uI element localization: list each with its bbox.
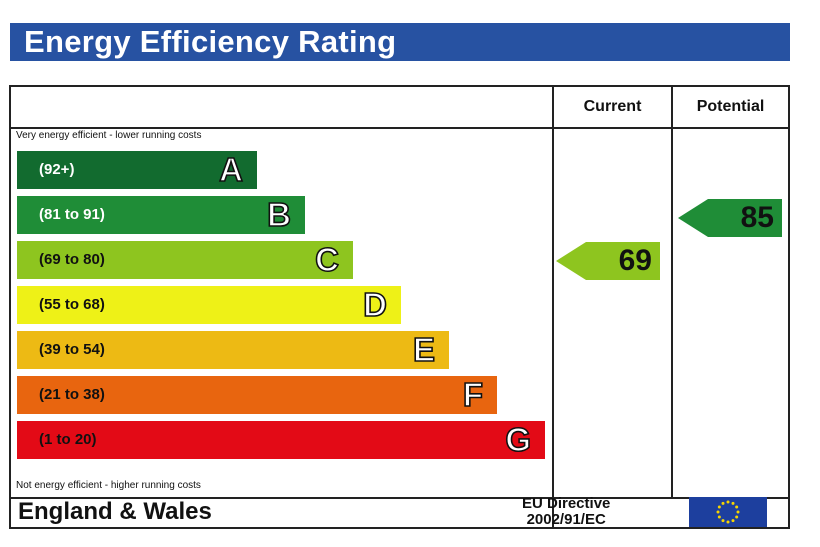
eu-star [717, 515, 721, 519]
band-g: (1 to 20) G [17, 420, 545, 459]
rating-value: 85 [740, 201, 774, 234]
band-letter: B [266, 195, 291, 234]
band-range-label: (1 to 20) [39, 431, 97, 448]
header-divider [11, 127, 788, 129]
band-letter: D [362, 285, 387, 324]
directive-line-1: EU Directive [522, 495, 611, 512]
rating-arrow-shape [678, 199, 782, 237]
band-a: (92+) A [17, 150, 257, 189]
eu-star [735, 505, 739, 509]
band-b: (81 to 91) B [17, 195, 305, 234]
current-column-header: Current [583, 98, 642, 115]
eu-star [726, 500, 730, 504]
rating-arrow-current: 69 [556, 242, 660, 280]
rating-arrow-potential: 85 [678, 199, 782, 237]
divider-current [552, 87, 554, 527]
eu-flag-icon [689, 497, 767, 527]
band-f: (21 to 38) F [17, 375, 497, 414]
directive-line-2: 2002/91/EC [526, 511, 606, 528]
band-c: (69 to 80) C [17, 240, 353, 279]
efficient-note: Very energy efficient - lower running co… [16, 130, 202, 141]
band-letter: E [412, 330, 436, 369]
rating-value: 69 [618, 244, 652, 277]
band-range-label: (21 to 38) [39, 386, 105, 403]
band-letter: C [314, 240, 339, 279]
band-letter: F [462, 375, 484, 414]
eu-star [735, 515, 739, 519]
footer-divider [11, 497, 788, 499]
band-range-label: (39 to 54) [39, 341, 105, 358]
potential-column-header: Potential [696, 98, 765, 115]
band-range-label: (81 to 91) [39, 206, 105, 223]
eu-star [736, 510, 740, 514]
title-bar: Energy Efficiency Rating [10, 23, 790, 61]
divider-potential [671, 87, 673, 497]
eu-star [716, 510, 720, 514]
eu-star [726, 520, 730, 524]
eu-star [731, 519, 735, 523]
band-range-label: (55 to 68) [39, 296, 105, 313]
band-range-label: (92+) [39, 161, 75, 178]
rating-arrow-shape [556, 242, 660, 280]
inefficient-note: Not energy efficient - higher running co… [16, 480, 201, 491]
eu-directive: EU Directive 2002/91/EC [522, 496, 610, 528]
band-range-label: (69 to 80) [39, 251, 105, 268]
eu-star [731, 501, 735, 505]
rating-frame: Current Potential Very energy efficient … [9, 85, 790, 529]
band-letter: G [505, 420, 532, 459]
region-label: England & Wales [18, 498, 212, 525]
chart-title: Energy Efficiency Rating [24, 24, 397, 59]
band-d: (55 to 68) D [17, 285, 401, 324]
eu-star [721, 501, 725, 505]
band-letter: A [218, 150, 243, 189]
eu-star [721, 519, 725, 523]
band-e: (39 to 54) E [17, 330, 449, 369]
eu-star [717, 505, 721, 509]
